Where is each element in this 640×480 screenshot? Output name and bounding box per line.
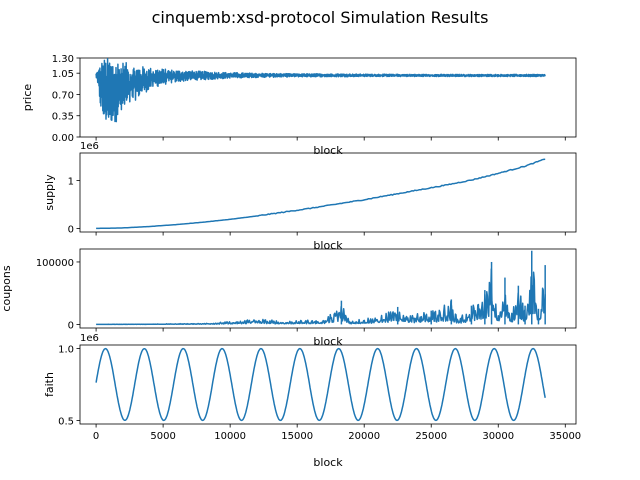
x-axis-label: block	[313, 144, 343, 157]
axes-frame	[79, 248, 577, 329]
x-tick-label: 25000	[415, 431, 447, 442]
y-tick-label: 1	[68, 177, 74, 188]
series-line-faith	[95, 347, 546, 422]
y-tick-label: 1.05	[52, 69, 74, 80]
y-tick-label: 0.70	[52, 90, 74, 101]
y-tick-label: 100000	[36, 258, 74, 269]
y-axis-label: supply	[43, 174, 56, 211]
y-tick-label: 1.30	[52, 54, 74, 65]
x-tick-label: 35000	[549, 431, 581, 442]
y-tick-label: 0.35	[52, 112, 74, 123]
x-axis-label: block	[313, 335, 343, 348]
y-tick-label: 0.5	[58, 416, 74, 427]
x-axis-label: block	[313, 456, 343, 469]
axis-multiplier: 1e6	[80, 141, 99, 152]
axis-multiplier: 1e6	[80, 333, 99, 344]
x-tick-label: 30000	[482, 431, 514, 442]
y-axis-label: price	[21, 84, 34, 112]
axes-frame	[79, 344, 577, 425]
series-line-supply	[96, 158, 546, 230]
subplot-faith: 0 5000 10000 15000 20000 25000 30000 35000 0.5 1.…	[43, 333, 581, 469]
y-tick-label: 1.0	[58, 345, 74, 356]
axes-frame	[79, 57, 577, 138]
subplot-supply: 0 1 1e6 block supply	[43, 141, 577, 252]
series-line-price	[95, 58, 546, 123]
x-tick-label: 10000	[214, 431, 246, 442]
x-tick-label: 0	[93, 431, 99, 442]
axes-frame	[79, 152, 577, 233]
y-axis-label: coupons	[0, 265, 13, 311]
y-tick-label: 0	[68, 320, 74, 331]
x-tick-label: 5000	[150, 431, 175, 442]
y-tick-label: 0	[68, 224, 74, 235]
x-tick-label: 20000	[348, 431, 380, 442]
x-axis-label: block	[313, 239, 343, 252]
subplots: 0.00 0.35 0.70 1.05 1.30 block price 0 1 1e6 block…	[0, 54, 581, 469]
subplot-price: 0.00 0.35 0.70 1.05 1.30 block price	[21, 54, 577, 157]
figure-title: cinquemb:xsd-protocol Simulation Results	[152, 8, 489, 27]
y-axis-label: faith	[43, 372, 56, 397]
x-tick-label: 15000	[281, 431, 313, 442]
y-tick-label: 0.00	[52, 133, 74, 144]
series-line-coupons	[95, 268, 546, 326]
